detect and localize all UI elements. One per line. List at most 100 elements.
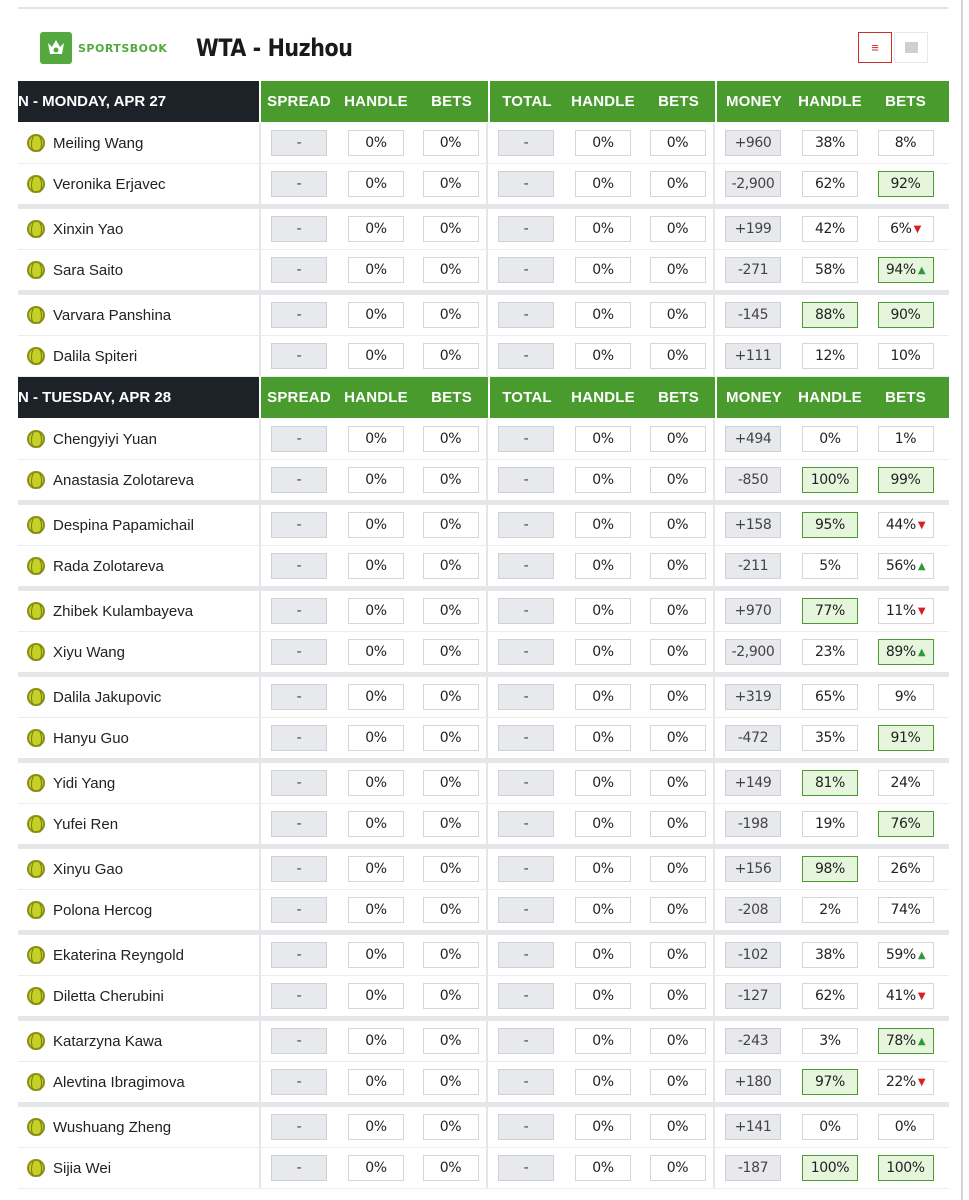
spread-bets[interactable]: 0% [422,1028,479,1054]
spread-value[interactable]: - [271,512,327,538]
player-cell[interactable]: Yidi Yang [18,763,261,803]
total-handle[interactable]: 0% [575,302,631,328]
moneyline-handle[interactable]: 38% [802,130,858,156]
player-name[interactable]: Anastasia Zolotareva [53,471,194,489]
player-cell[interactable]: Meiling Wang [18,123,261,163]
moneyline-value[interactable]: +319 [725,684,781,710]
moneyline-handle[interactable]: 62% [802,983,858,1009]
moneyline-value[interactable]: +156 [725,856,781,882]
player-cell[interactable]: Varvara Panshina [18,295,261,335]
spread-value[interactable]: - [271,426,327,452]
total-bets[interactable]: 0% [649,639,706,665]
spread-handle[interactable]: 0% [348,302,404,328]
moneyline-value[interactable]: +111 [725,343,781,369]
moneyline-value[interactable]: -127 [725,983,781,1009]
total-bets[interactable]: 0% [649,856,706,882]
player-cell[interactable]: Yufei Ren [18,804,261,844]
player-name[interactable]: Sijia Wei [53,1159,112,1177]
total-value[interactable]: - [498,1155,554,1181]
total-handle[interactable]: 0% [575,1069,631,1095]
moneyline-bets[interactable]: 1% [877,426,934,452]
moneyline-bets[interactable]: 44% ▼ [877,512,934,538]
player-name[interactable]: Meiling Wang [53,134,144,152]
spread-handle[interactable]: 0% [348,725,404,751]
moneyline-bets[interactable]: 100% [877,1155,934,1181]
moneyline-value[interactable]: +158 [725,512,781,538]
spread-handle[interactable]: 0% [348,1114,404,1140]
player-cell[interactable]: Xiyu Wang [18,632,261,672]
total-handle[interactable]: 0% [575,426,631,452]
list-view-button[interactable]: ≡ [858,32,892,63]
total-bets[interactable]: 0% [649,130,706,156]
spread-bets[interactable]: 0% [422,856,479,882]
column-header-bets[interactable]: BETS [885,389,926,406]
total-value[interactable]: - [498,684,554,710]
total-handle[interactable]: 0% [575,1114,631,1140]
player-cell[interactable]: Sara Saito [18,250,261,290]
spread-handle[interactable]: 0% [348,598,404,624]
player-name[interactable]: Despina Papamichail [53,516,194,534]
total-bets[interactable]: 0% [649,811,706,837]
column-header-money[interactable]: MONEY [715,377,791,418]
spread-handle[interactable]: 0% [348,856,404,882]
spread-handle[interactable]: 0% [348,467,404,493]
total-value[interactable]: - [498,1069,554,1095]
total-bets[interactable]: 0% [649,897,706,923]
spread-bets[interactable]: 0% [422,343,479,369]
spread-value[interactable]: - [271,942,327,968]
total-value[interactable]: - [498,426,554,452]
moneyline-handle[interactable]: 3% [802,1028,858,1054]
spread-handle[interactable]: 0% [348,512,404,538]
spread-handle[interactable]: 0% [348,770,404,796]
total-handle[interactable]: 0% [575,770,631,796]
moneyline-handle[interactable]: 0% [802,426,858,452]
player-cell[interactable]: Xinxin Yao [18,209,261,249]
total-handle[interactable]: 0% [575,216,631,242]
spread-value[interactable]: - [271,302,327,328]
player-name[interactable]: Rada Zolotareva [53,557,164,575]
column-header-handle[interactable]: HANDLE [571,93,635,110]
spread-value[interactable]: - [271,684,327,710]
total-bets[interactable]: 0% [649,257,706,283]
moneyline-handle[interactable]: 98% [802,856,858,882]
total-bets[interactable]: 0% [649,216,706,242]
player-name[interactable]: Ekaterina Reyngold [53,946,184,964]
moneyline-bets[interactable]: 8% [877,130,934,156]
spread-handle[interactable]: 0% [348,639,404,665]
spread-value[interactable]: - [271,1028,327,1054]
player-cell[interactable]: Zhibek Kulambayeva [18,591,261,631]
moneyline-bets[interactable]: 99% [877,467,934,493]
total-value[interactable]: - [498,1028,554,1054]
sportsbook-logo[interactable]: SPORTSBOOK [40,32,167,64]
column-header-total[interactable]: TOTAL [488,81,564,122]
player-name[interactable]: Polona Hercog [53,901,153,919]
total-handle[interactable]: 0% [575,467,631,493]
moneyline-bets[interactable]: 10% [877,343,934,369]
moneyline-handle[interactable]: 19% [802,811,858,837]
player-name[interactable]: Veronika Erjavec [53,175,166,193]
moneyline-value[interactable]: +149 [725,770,781,796]
moneyline-bets[interactable]: 78% ▲ [877,1028,934,1054]
total-value[interactable]: - [498,553,554,579]
spread-bets[interactable]: 0% [422,725,479,751]
column-header-total[interactable]: TOTAL [488,377,564,418]
total-bets[interactable]: 0% [649,725,706,751]
spread-value[interactable]: - [271,770,327,796]
column-header-bets[interactable]: BETS [658,389,699,406]
total-value[interactable]: - [498,897,554,923]
total-value[interactable]: - [498,811,554,837]
total-handle[interactable]: 0% [575,639,631,665]
moneyline-value[interactable]: -243 [725,1028,781,1054]
player-cell[interactable]: Veronika Erjavec [18,164,261,204]
spread-value[interactable]: - [271,639,327,665]
moneyline-value[interactable]: -102 [725,942,781,968]
moneyline-handle[interactable]: 58% [802,257,858,283]
player-name[interactable]: Katarzyna Kawa [53,1032,163,1050]
spread-handle[interactable]: 0% [348,983,404,1009]
total-value[interactable]: - [498,770,554,796]
spread-bets[interactable]: 0% [422,770,479,796]
player-name[interactable]: Alevtina Ibragimova [53,1073,185,1091]
total-bets[interactable]: 0% [649,512,706,538]
total-bets[interactable]: 0% [649,467,706,493]
spread-bets[interactable]: 0% [422,942,479,968]
